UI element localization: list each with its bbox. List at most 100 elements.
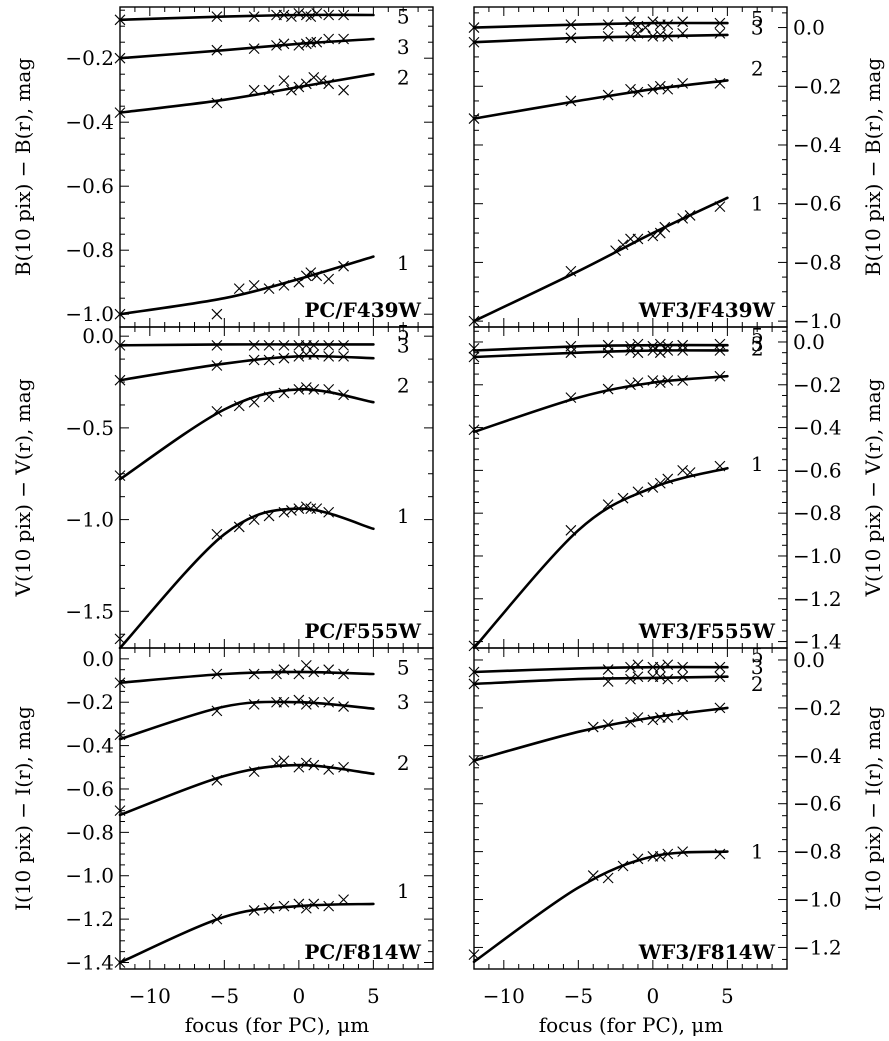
panel-wf3-f439w: −1.0 −0.8 −0.6 −0.4 −0.2 0.0 53 2 1 WF3/F439W — [468, 6, 842, 333]
y-tick-label: −0.2 — [65, 46, 114, 70]
series-1: 1 — [468, 452, 764, 652]
data-point — [308, 383, 320, 395]
data-point — [468, 343, 480, 354]
data-point — [114, 52, 126, 64]
data-point — [677, 212, 689, 224]
fit-curve — [472, 706, 729, 762]
data-point — [293, 761, 305, 773]
data-point — [662, 659, 674, 671]
data-point — [625, 30, 636, 42]
fit-curve — [472, 850, 729, 964]
data-point — [211, 97, 223, 109]
fit-curve — [472, 343, 729, 352]
data-point — [311, 36, 323, 48]
data-point — [278, 280, 290, 291]
curve-label: 5 — [397, 656, 410, 680]
data-point — [248, 84, 260, 96]
data-point — [300, 339, 312, 351]
data-point — [300, 270, 312, 282]
data-point — [565, 347, 577, 359]
data-point — [625, 340, 636, 352]
y-tick-label: −0.8 — [793, 250, 842, 274]
series-5: 5 — [114, 656, 410, 689]
series-2: 2 — [468, 672, 764, 766]
data-point — [305, 267, 317, 278]
curve-label: 2 — [397, 65, 410, 89]
y-tick-label: −0.4 — [65, 734, 114, 758]
data-point — [263, 283, 275, 294]
data-point — [300, 659, 312, 671]
data-point — [632, 338, 644, 350]
data-point — [654, 477, 666, 489]
data-point — [114, 957, 126, 968]
series-3: 3 — [468, 332, 764, 363]
data-point — [468, 22, 480, 33]
y-tick-label: −1.2 — [65, 907, 114, 931]
data-point — [714, 345, 726, 356]
data-point — [602, 347, 614, 359]
data-point — [714, 848, 726, 860]
fit-curve — [118, 763, 375, 817]
panel-pc-f555w: −1.5 −1.0 −0.5 0.0 53 2 1 PC/F555W — [65, 321, 434, 650]
y-tick-label: 0.0 — [793, 648, 825, 672]
series-5: 5 — [114, 321, 410, 351]
data-point — [632, 486, 644, 498]
fit-curve — [472, 675, 729, 686]
data-point — [308, 666, 320, 678]
data-point — [647, 851, 659, 862]
curve-label: 1 — [751, 452, 764, 476]
data-point — [677, 16, 689, 28]
data-point — [632, 86, 644, 98]
panel-pc-f814w: −1.4 −1.2 −1.0 −0.8 −0.6 −0.4 −0.2 0.0 −10 −5 0 5 5 3… — [65, 647, 434, 1008]
fit-curve — [118, 343, 375, 347]
data-point — [625, 16, 636, 28]
data-point — [632, 659, 644, 671]
data-point — [300, 699, 312, 710]
y-tick-label: −0.4 — [793, 133, 842, 157]
series-3: 3 — [114, 333, 410, 386]
data-point — [278, 339, 290, 351]
data-point — [248, 339, 260, 351]
data-point — [278, 9, 290, 21]
data-point — [677, 464, 689, 476]
data-point — [338, 894, 349, 905]
y-tick-label: 0.0 — [793, 16, 825, 40]
y-axis-label-right: V(10 pix) − V(r), mag — [861, 378, 885, 597]
data-point — [211, 360, 223, 371]
series-2: 2 — [468, 336, 764, 436]
curve-label: 5 — [751, 324, 764, 348]
x-axis-label-left: focus (for PC), μm — [185, 1013, 370, 1037]
data-point — [308, 349, 320, 360]
data-point — [323, 664, 335, 676]
data-point — [114, 107, 126, 118]
data-point — [632, 853, 644, 865]
data-point — [647, 714, 659, 726]
y-tick-label: 0.0 — [82, 324, 114, 348]
data-point — [278, 755, 290, 767]
data-point — [263, 391, 275, 403]
data-point — [211, 528, 223, 540]
data-point — [293, 503, 305, 514]
data-point — [323, 900, 335, 912]
data-point — [278, 696, 290, 708]
data-point — [468, 36, 480, 48]
data-point — [286, 505, 297, 516]
series-2: 2 — [114, 751, 410, 817]
data-point — [278, 75, 290, 86]
panel-label: WF3/F439W — [638, 298, 776, 322]
curve-label: 3 — [751, 16, 764, 40]
data-point — [654, 227, 666, 239]
series-1: 1 — [114, 251, 410, 320]
data-point — [323, 9, 335, 21]
data-point — [714, 460, 726, 472]
y-axis-label-left: B(10 pix) − B(r), mag — [11, 58, 35, 277]
data-point — [468, 678, 480, 690]
data-point — [677, 709, 689, 721]
data-point — [617, 239, 629, 251]
data-point — [632, 233, 644, 245]
data-point — [654, 671, 666, 683]
panel-wf3-f814w: −1.2−1.0−0.8−0.6−0.4−0.20.0−10 −5 0 55321WF… — [468, 643, 842, 1008]
data-point — [468, 424, 480, 436]
curve-label: 1 — [751, 840, 764, 864]
